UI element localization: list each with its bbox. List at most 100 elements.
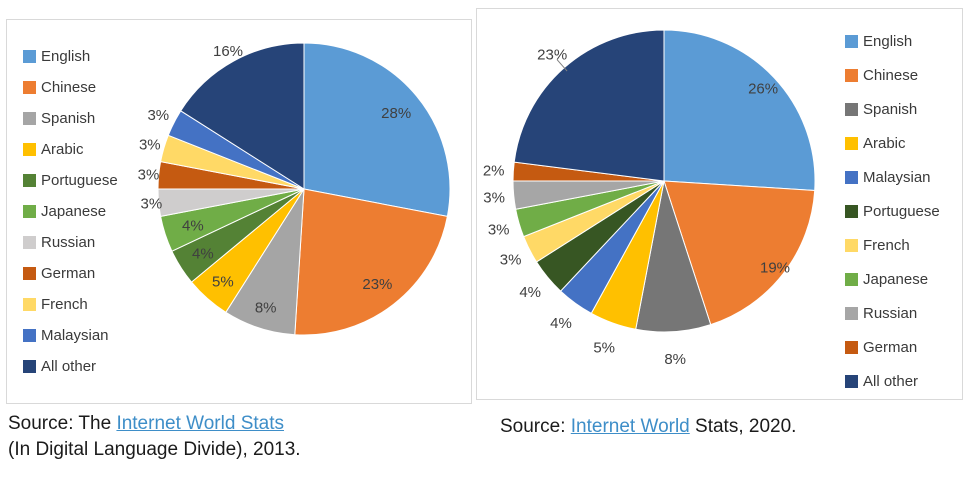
legend-swatch-chinese (23, 81, 36, 94)
legend-label: Malaysian (863, 169, 931, 186)
pie-label-spanish: 8% (255, 299, 277, 316)
legend-item-malaysian: Malaysian (23, 326, 118, 345)
legend-2013: English Chinese Spanish Arabic Portuguese Jap… (23, 47, 118, 376)
legend-swatch-german (23, 267, 36, 280)
pie-label-japanese: 4% (182, 217, 204, 234)
pie-label-english: 26% (748, 80, 778, 97)
legend-swatch-malaysian (845, 171, 858, 184)
pie-label-german: 3% (138, 167, 160, 184)
legend-label: Chinese (863, 67, 919, 84)
legend-label: Arabic (863, 135, 906, 152)
legend-item-arabic: Arabic (845, 134, 940, 153)
pie-label-portuguese: 4% (192, 245, 214, 262)
pie-slice-english (303, 42, 451, 217)
pie-label-all-other: 23% (537, 46, 567, 63)
legend-item-russian: Russian (23, 233, 118, 252)
pie-slice-english (663, 29, 816, 192)
pie-label-japanese: 3% (488, 221, 510, 238)
pie-label-chinese: 19% (760, 259, 790, 276)
legend-swatch-japanese (845, 273, 858, 286)
label-leader-line (556, 59, 568, 72)
source-line-1: Source: Internet World Stats, 2020. (500, 414, 796, 440)
source-suffix: Stats, 2020. (689, 416, 797, 437)
pie-chart-2013: 28% 23% 8% 5% 4% 4% 3% 3% 3% 3% 16% (138, 42, 451, 336)
legend-swatch-spanish (23, 112, 36, 125)
legend-label: Portuguese (41, 172, 118, 189)
pie-label-russian: 3% (141, 196, 163, 213)
legend-2020: English Chinese Spanish Arabic Malaysian Port… (845, 32, 940, 391)
legend-label: Russian (863, 305, 918, 322)
legend-item-spanish: Spanish (845, 100, 940, 119)
legend-item-arabic: Arabic (23, 140, 118, 159)
source-link-2013[interactable]: Internet World Stats (116, 413, 284, 434)
legend-swatch-japanese (23, 205, 36, 218)
legend-label: Japanese (863, 271, 929, 288)
pie-slice-all-other (180, 42, 305, 190)
legend-label: All other (863, 373, 919, 390)
pie-label-spanish: 8% (664, 351, 686, 368)
legend-label: German (863, 339, 918, 356)
pie-label-portuguese: 4% (519, 284, 541, 301)
pie-label-arabic: 5% (212, 273, 234, 290)
source-caption-2020: Source: Internet World Stats, 2020. (500, 414, 796, 440)
source-prefix: Source: The (8, 413, 117, 434)
legend-label: English (41, 48, 91, 65)
chart-panel-2020: 26% 19% 8% 5% 4% 4% 3% 3% 3% 2% 23% English Chinese… (476, 8, 963, 400)
chart-panel-2013: 28% 23% 8% 5% 4% 4% 3% 3% 3% 3% 16% English Chinese… (6, 19, 472, 404)
legend-swatch-portuguese (23, 174, 36, 187)
legend-item-russian: Russian (845, 304, 940, 323)
legend-item-spanish: Spanish (23, 109, 118, 128)
pie-label-french: 3% (500, 251, 522, 268)
legend-swatch-malaysian (23, 329, 36, 342)
legend-label: All other (41, 358, 97, 375)
legend-swatch-german (845, 341, 858, 354)
pie-label-german: 2% (483, 163, 505, 180)
legend-item-portuguese: Portuguese (845, 202, 940, 221)
pie-label-malaysian: 3% (147, 107, 169, 124)
legend-item-all-other: All other (23, 357, 118, 376)
source-link-2020[interactable]: Internet World (570, 416, 690, 437)
legend-swatch-french (845, 239, 858, 252)
legend-label: English (863, 33, 913, 50)
legend-item-english: English (845, 32, 940, 51)
legend-item-japanese: Japanese (23, 202, 118, 221)
legend-label: Malaysian (41, 327, 109, 344)
legend-label: Portuguese (863, 203, 940, 220)
pie-label-arabic: 5% (593, 339, 615, 356)
legend-label: French (863, 237, 910, 254)
legend-swatch-english (845, 35, 858, 48)
legend-swatch-russian (845, 307, 858, 320)
legend-item-german: German (23, 264, 118, 283)
legend-label: Spanish (863, 101, 918, 118)
legend-label: Russian (41, 234, 96, 251)
legend-label: Spanish (41, 110, 96, 127)
legend-label: French (41, 296, 88, 313)
legend-item-all-other: All other (845, 372, 940, 391)
pie-label-russian: 3% (483, 189, 505, 206)
pie-label-french: 3% (139, 136, 161, 153)
legend-swatch-all-other (23, 360, 36, 373)
source-line-2: (In Digital Language Divide), 2013. (8, 439, 301, 460)
pie-label-all-other: 16% (213, 43, 243, 60)
pie-slice-chinese (294, 188, 448, 336)
legend-swatch-all-other (845, 375, 858, 388)
pie-label-malaysian: 4% (550, 315, 572, 332)
legend-swatch-spanish (845, 103, 858, 116)
legend-item-portuguese: Portuguese (23, 171, 118, 190)
pie-label-english: 28% (381, 105, 411, 122)
legend-item-chinese: Chinese (23, 78, 118, 97)
source-caption-2013: Source: The Internet World Stats (In Dig… (8, 411, 301, 463)
legend-swatch-russian (23, 236, 36, 249)
pie-label-chinese: 23% (362, 276, 392, 293)
source-line-1: Source: The Internet World Stats (8, 411, 301, 437)
legend-label: German (41, 265, 96, 282)
legend-item-german: German (845, 338, 940, 357)
legend-item-japanese: Japanese (845, 270, 940, 289)
legend-swatch-arabic (23, 143, 36, 156)
legend-item-chinese: Chinese (845, 66, 940, 85)
legend-label: Chinese (41, 79, 97, 96)
legend-label: Arabic (41, 141, 84, 158)
pie-slice-chinese (663, 180, 816, 326)
legend-swatch-chinese (845, 69, 858, 82)
